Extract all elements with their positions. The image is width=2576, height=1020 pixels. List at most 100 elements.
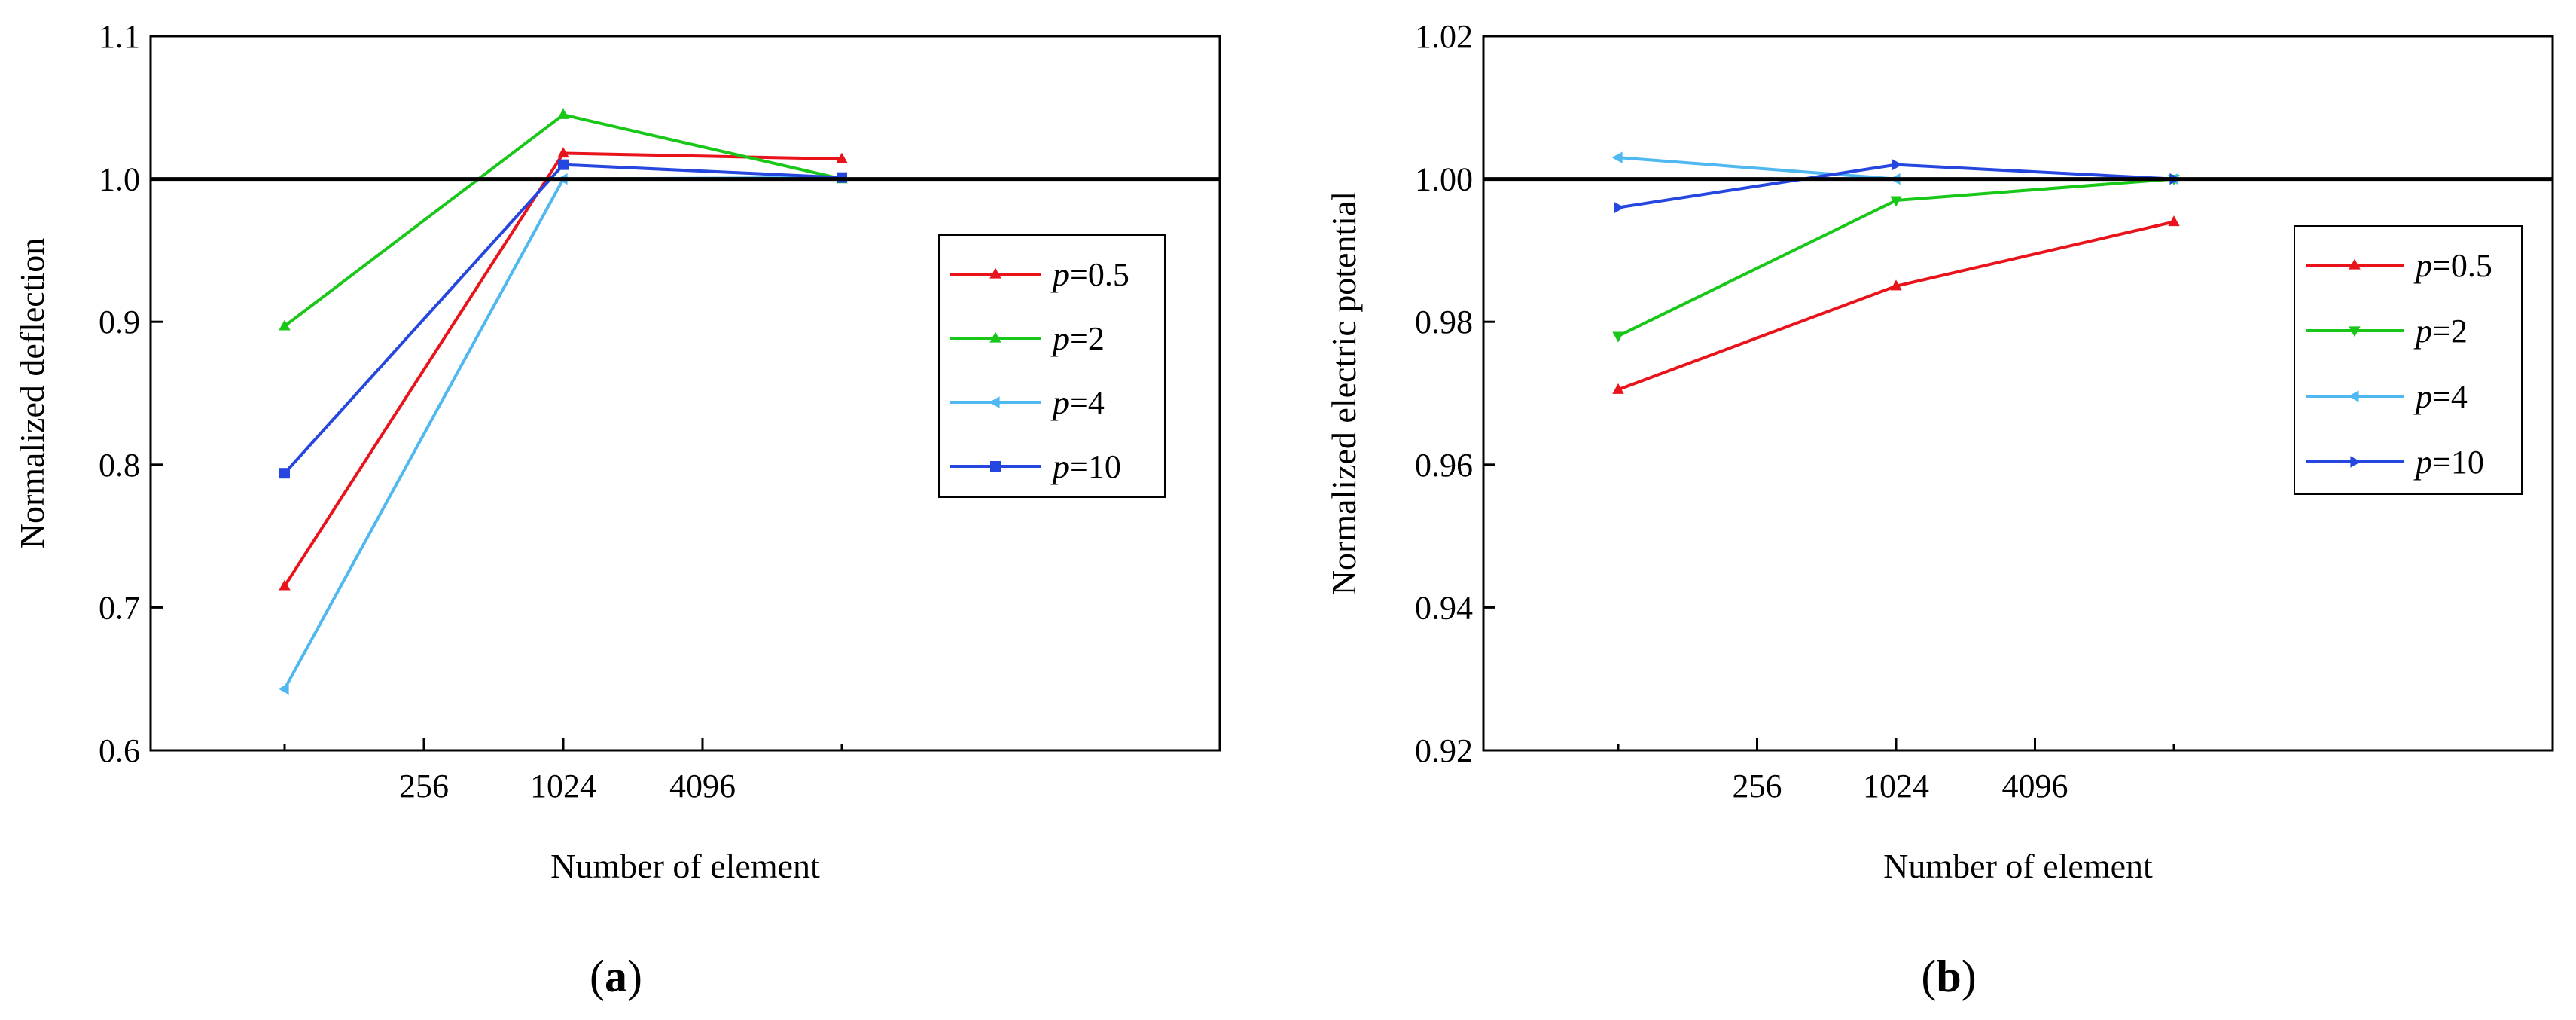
panel-letter: a [605, 951, 627, 1001]
y-axis-title: Normalized electric potential [1325, 191, 1363, 595]
panel-label: (b) [1921, 951, 1976, 1001]
y-tick-label: 1.02 [1415, 18, 1473, 55]
triangle-up-marker [557, 147, 569, 158]
x-tick-label: 1024 [1863, 768, 1929, 805]
series-p-10 [1614, 158, 2181, 214]
legend-label: p=4 [2413, 378, 2468, 415]
y-tick-label: 0.7 [99, 589, 140, 626]
x-axis-title: Number of element [1883, 847, 2153, 885]
square-marker [990, 461, 1001, 472]
legend-label: p=0.5 [2413, 247, 2492, 284]
triangle-right-marker [2350, 456, 2361, 468]
triangle-up-marker [557, 108, 569, 119]
legend-symbol: p [2413, 247, 2432, 284]
triangle-down-marker [2349, 326, 2361, 337]
triangle-up-marker [2168, 215, 2180, 227]
x-tick-label: 256 [399, 768, 449, 805]
legend-entry: p=4 [2306, 378, 2468, 415]
triangle-up-marker [279, 319, 291, 331]
panel-a: 0.6 0.7 0.8 0.9 1.0 1.1 256 1024 4096 Number of… [13, 18, 1221, 1001]
triangle-left-marker [278, 683, 289, 695]
legend-symbol: p [1050, 384, 1069, 421]
legend-label: p=10 [2413, 444, 2484, 481]
y-axis-title: Normalized deflection [13, 238, 51, 549]
legend-symbol: p [2413, 378, 2432, 415]
y-axis: 0.6 0.7 0.8 0.9 1.0 1.1 [99, 18, 163, 769]
legend-value: =10 [1069, 448, 1121, 485]
square-marker [558, 159, 569, 170]
y-tick-label: 0.9 [99, 304, 140, 341]
triangle-left-marker [2348, 390, 2359, 402]
x-tick-label: 4096 [2002, 768, 2068, 805]
series-line [283, 163, 843, 475]
triangle-down-marker [1890, 196, 1902, 207]
legend-value: =2 [1069, 320, 1105, 357]
x-axis-title: Number of element [550, 847, 820, 885]
legend-entry: p=2 [950, 320, 1105, 357]
series-layer [1483, 151, 2553, 394]
series-p-2 [279, 108, 848, 331]
series-p-2 [1612, 175, 2180, 343]
legend-value: =2 [2432, 313, 2468, 350]
triangle-left-marker [1611, 151, 1623, 163]
legend-symbol: p [2413, 444, 2432, 481]
series-line [283, 176, 843, 690]
series-line [1617, 220, 2175, 392]
plot-frame [1482, 35, 2554, 752]
legend-box [938, 234, 1166, 498]
y-tick-label: 0.6 [99, 732, 140, 769]
triangle-right-marker [1614, 201, 1625, 214]
panel-label: (a) [590, 951, 642, 1001]
y-tick-label: 0.8 [99, 447, 140, 484]
legend-label: p=2 [2413, 313, 2468, 350]
triangle-right-marker [1892, 158, 1903, 171]
triangle-up-marker [279, 579, 291, 591]
legend-label: p=2 [1050, 320, 1105, 357]
legend-value: =10 [2432, 444, 2484, 481]
x-axis: 256 1024 4096 [283, 738, 843, 805]
y-tick-label: 1.0 [99, 161, 140, 198]
triangle-up-marker [2349, 258, 2361, 270]
triangle-up-marker [989, 267, 1001, 279]
legend-symbol: p [1050, 448, 1069, 485]
legend-entry: p=2 [2306, 313, 2468, 350]
legend-entry: p=0.5 [950, 256, 1129, 293]
legend-entry: p=10 [2306, 444, 2484, 481]
panel-b: 0.92 0.94 0.96 0.98 1.00 1.02 256 1024 4096 Num… [1325, 18, 2554, 1001]
y-tick-label: 0.96 [1415, 447, 1473, 484]
legend-label: p=4 [1050, 384, 1105, 421]
legend-box [2294, 225, 2523, 495]
series-p-10 [279, 159, 847, 479]
legend-entry: p=4 [950, 384, 1105, 421]
legend: p=0.5p=2p=4p=10 [938, 234, 1166, 498]
x-tick-label: 256 [1733, 768, 1782, 805]
series-layer [151, 108, 1220, 695]
legend-label: p=10 [1050, 448, 1121, 485]
x-axis: 256 1024 4096 [1617, 738, 2175, 805]
legend-symbol: p [2413, 313, 2432, 350]
y-tick-label: 1.00 [1415, 161, 1473, 198]
triangle-up-marker [989, 331, 1001, 343]
square-marker [279, 468, 290, 479]
plot-frame [149, 35, 1221, 752]
series-p-4 [278, 172, 846, 695]
y-tick-label: 0.98 [1415, 304, 1473, 341]
triangle-up-marker [1612, 383, 1624, 394]
legend-symbol: p [1050, 320, 1069, 357]
triangle-left-marker [989, 396, 1000, 408]
legend-entry: p=10 [950, 448, 1121, 485]
legend-symbol: p [1050, 256, 1069, 293]
y-tick-label: 1.1 [99, 18, 140, 55]
legend-value: =0.5 [1069, 256, 1129, 293]
series-p-0-5 [279, 147, 848, 591]
series-line [283, 113, 843, 328]
triangle-up-marker [836, 152, 848, 163]
triangle-down-marker [1612, 331, 1624, 343]
x-tick-label: 1024 [530, 768, 596, 805]
series-p-0-5 [1612, 215, 2180, 394]
y-axis: 0.92 0.94 0.96 0.98 1.00 1.02 [1415, 18, 1495, 769]
series-line [283, 151, 843, 588]
y-tick-label: 0.94 [1415, 589, 1473, 626]
legend-entry: p=0.5 [2306, 247, 2492, 284]
